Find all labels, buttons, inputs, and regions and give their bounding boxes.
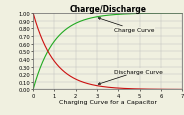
Title: Charge/Discharge: Charge/Discharge bbox=[69, 5, 146, 14]
Text: Discharge Curve: Discharge Curve bbox=[98, 69, 163, 85]
Text: Charge Curve: Charge Curve bbox=[98, 18, 155, 33]
X-axis label: Charging Curve for a Capacitor: Charging Curve for a Capacitor bbox=[59, 99, 157, 104]
